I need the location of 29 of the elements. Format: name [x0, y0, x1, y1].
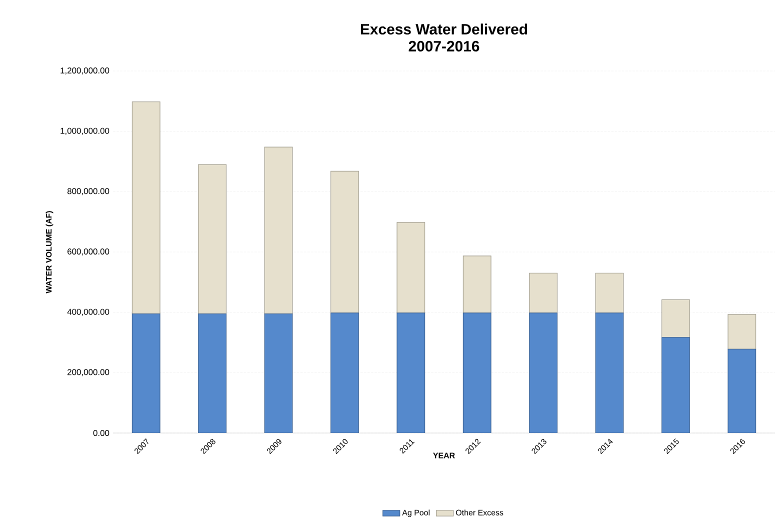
bar	[529, 272, 558, 314]
bar	[728, 314, 756, 350]
bar	[728, 348, 756, 433]
bar	[462, 312, 492, 433]
bar	[330, 312, 359, 433]
bar	[662, 299, 690, 338]
bar	[462, 256, 492, 314]
y-tick-label: 400,000.00	[67, 308, 110, 316]
y-tick-label: 600,000.00	[68, 248, 110, 256]
chart-title: Excess Water Delivered	[360, 24, 528, 35]
y-tick-label: 1,000,000.00	[60, 128, 110, 135]
bar	[198, 164, 227, 314]
bar	[595, 272, 624, 314]
y-tick-label: 1,200,000.00	[60, 68, 110, 74]
bar	[132, 314, 160, 433]
bar	[264, 314, 293, 433]
bar	[264, 146, 293, 314]
bar	[396, 222, 426, 314]
y-tick-label: 0.00	[93, 430, 110, 436]
bar	[529, 312, 558, 433]
bar	[132, 101, 160, 314]
y-tick-label: 200,000.00	[68, 369, 110, 376]
bar	[595, 312, 624, 433]
y-tick-label: 800,000.00	[67, 188, 110, 196]
bar	[662, 337, 690, 433]
bar	[396, 312, 426, 433]
bar	[330, 170, 359, 314]
chart-subtitle: 2007-2016	[408, 40, 480, 52]
bar	[198, 314, 227, 433]
